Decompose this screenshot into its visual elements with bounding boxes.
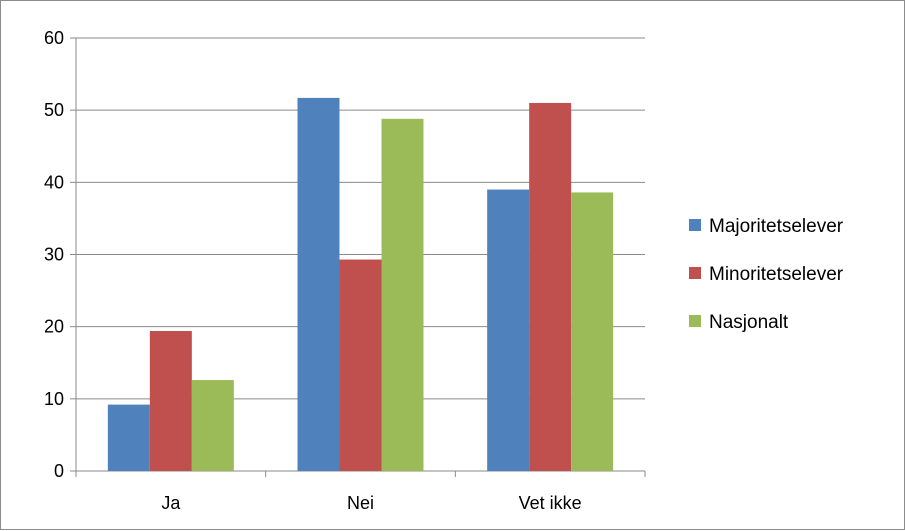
bar-minoritetselever-nei bbox=[339, 259, 382, 471]
x-tick-label: Ja bbox=[161, 493, 181, 513]
bar-nasjonalt-vet-ikke bbox=[571, 192, 614, 472]
x-tick-label: Nei bbox=[347, 493, 374, 513]
legend-label: Minoritetselever bbox=[709, 264, 844, 285]
legend-swatch bbox=[689, 315, 701, 327]
legend-swatch bbox=[689, 219, 701, 231]
bar-majoritetselever-nei bbox=[297, 97, 340, 472]
legend-swatch bbox=[689, 267, 701, 279]
bar-nasjonalt-nei bbox=[381, 118, 424, 472]
bar-minoritetselever-ja bbox=[149, 330, 192, 471]
y-tick-label: 0 bbox=[54, 461, 64, 481]
bar-minoritetselever-vet-ikke bbox=[529, 102, 572, 471]
y-tick-label: 40 bbox=[44, 172, 64, 192]
bar-majoritetselever-vet-ikke bbox=[487, 189, 530, 472]
y-tick-label: 30 bbox=[44, 245, 64, 265]
bar-nasjonalt-ja bbox=[191, 380, 234, 471]
y-tick-label: 20 bbox=[44, 317, 64, 337]
y-tick-label: 60 bbox=[44, 28, 64, 48]
y-tick-label: 10 bbox=[44, 389, 64, 409]
y-tick-label: 50 bbox=[44, 100, 64, 120]
bar-majoritetselever-ja bbox=[107, 404, 150, 471]
x-tick-label: Vet ikke bbox=[519, 493, 582, 513]
legend-label: Nasjonalt bbox=[709, 312, 789, 333]
legend-label: Majoritetselever bbox=[709, 216, 844, 237]
